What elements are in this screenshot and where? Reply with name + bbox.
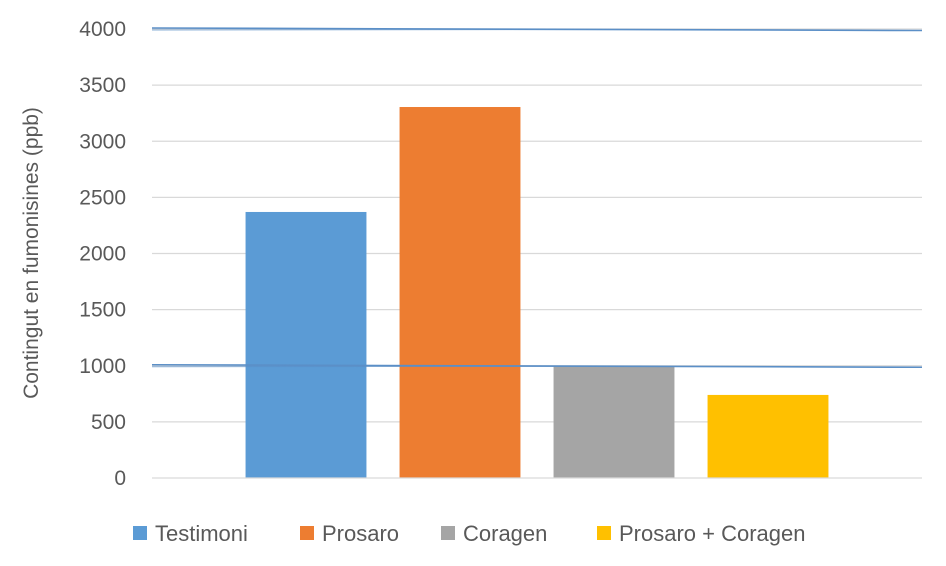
y-tick-label: 4000 — [79, 18, 126, 41]
y-tick-label: 0 — [114, 467, 126, 490]
legend: Testimoni Prosaro Coragen Prosaro + Coragen — [133, 521, 806, 546]
y-axis-title: Contingut en fumonisines (ppb) — [20, 107, 43, 399]
legend-swatch — [300, 526, 314, 540]
y-tick-label: 500 — [91, 411, 126, 434]
y-tick-label: 2000 — [79, 243, 126, 266]
bars — [245, 107, 829, 479]
legend-swatch — [441, 526, 455, 540]
bar-coragen — [553, 366, 675, 478]
y-tick-labels: 0 500 1000 1500 2000 2500 3000 3500 4000 — [79, 18, 126, 490]
legend-label: Prosaro + Coragen — [619, 521, 806, 546]
legend-label: Testimoni — [155, 521, 248, 546]
bar-prosaro — [399, 107, 521, 479]
legend-label: Coragen — [463, 521, 547, 546]
annotation-line-4000-stroke — [151, 29, 643, 31]
legend-swatch — [133, 526, 147, 540]
y-tick-label: 1000 — [79, 355, 126, 378]
y-tick-label: 1500 — [79, 299, 126, 322]
legend-label: Prosaro — [322, 521, 399, 546]
annotation-lines — [151, 27, 923, 369]
legend-swatch — [597, 526, 611, 540]
y-tick-label: 2500 — [79, 186, 126, 209]
y-tick-label: 3500 — [79, 74, 126, 97]
bar-testimoni — [245, 211, 367, 478]
y-tick-label: 3000 — [79, 130, 126, 153]
annotation-line-1000-stroke — [151, 365, 643, 368]
bar-prosaro-coragen — [707, 394, 829, 478]
